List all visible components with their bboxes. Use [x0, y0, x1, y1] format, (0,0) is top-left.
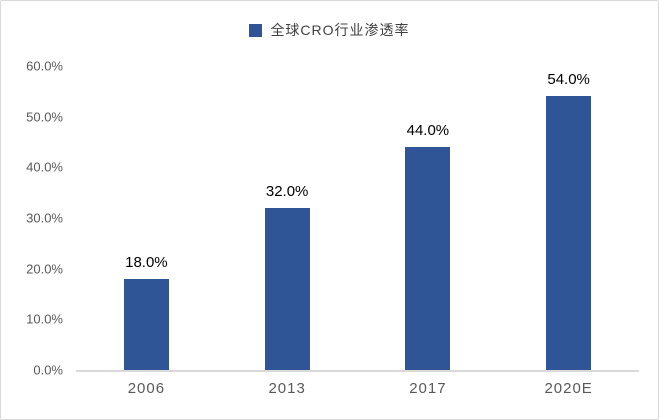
- x-axis-label: 2017: [409, 380, 447, 397]
- bar-slot: 44.0%: [358, 66, 499, 370]
- bar-slot: 54.0%: [498, 66, 639, 370]
- bar-value-label: 44.0%: [406, 122, 450, 140]
- x-axis-label: 2006: [127, 380, 166, 397]
- bar-slot: 18.0%: [76, 66, 217, 370]
- bar-value-label: 18.0%: [125, 253, 168, 271]
- legend-marker-icon: [249, 23, 263, 37]
- legend-label: 全球CRO行业渗透率: [270, 22, 410, 38]
- y-axis-tick: 60.0%: [26, 58, 63, 74]
- y-axis-tick: 40.0%: [26, 159, 63, 175]
- y-axis-tick: 0.0%: [33, 362, 63, 378]
- x-axis-label: 2013: [268, 380, 306, 397]
- bar: 44.0%: [405, 122, 451, 370]
- chart-legend: 全球CRO行业渗透率: [1, 20, 658, 40]
- bar-slot: 32.0%: [217, 66, 358, 370]
- bar-value-label: 32.0%: [265, 182, 309, 200]
- x-axis-label: 2020E: [544, 380, 593, 397]
- y-axis: 60.0% 50.0% 40.0% 30.0% 20.0% 10.0% 0.0%: [1, 59, 67, 378]
- x-axis: 2006 2013 2017 2020E: [76, 380, 639, 397]
- plot-area: 18.0% 32.0% 44.0% 54.0%: [76, 66, 639, 372]
- y-axis-tick: 20.0%: [26, 261, 63, 277]
- y-axis-tick: 50.0%: [26, 109, 63, 125]
- bar: 54.0%: [546, 71, 592, 370]
- y-axis-tick: 30.0%: [26, 210, 63, 226]
- bar: 18.0%: [123, 254, 169, 370]
- y-axis-tick: 10.0%: [26, 311, 63, 327]
- bar-value-label: 54.0%: [547, 71, 590, 89]
- bar: 32.0%: [264, 183, 310, 370]
